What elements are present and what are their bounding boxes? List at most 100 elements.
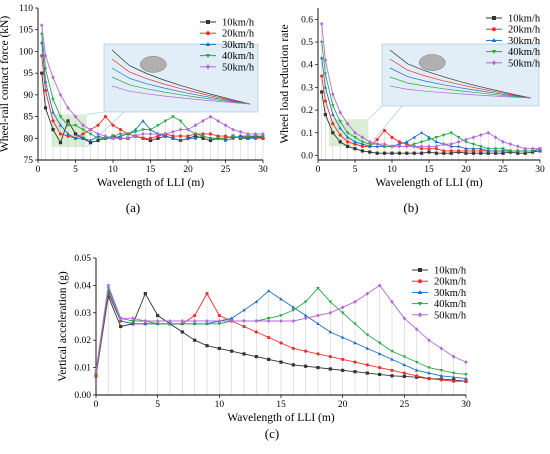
x-tick-label: 10 xyxy=(215,400,225,410)
data-point xyxy=(186,136,190,140)
legend-label: 50km/h xyxy=(222,62,255,73)
data-point xyxy=(238,134,243,138)
data-point xyxy=(397,144,402,149)
data-point xyxy=(516,151,520,155)
data-point xyxy=(279,297,283,301)
data-point xyxy=(464,140,468,144)
data-point xyxy=(383,151,387,155)
data-point xyxy=(390,349,394,354)
data-point xyxy=(216,118,220,123)
data-point xyxy=(266,318,271,324)
data-point xyxy=(58,92,63,97)
data-point xyxy=(420,151,424,155)
data-point xyxy=(171,115,175,119)
data-point xyxy=(414,368,419,372)
inset-curves xyxy=(389,49,532,99)
data-point xyxy=(501,149,505,153)
legend-marker xyxy=(491,38,497,42)
data-point xyxy=(51,97,55,102)
data-point xyxy=(73,132,78,136)
data-point xyxy=(180,318,185,324)
y-tick-label: 0.1 xyxy=(301,129,313,139)
data-point xyxy=(530,149,535,153)
data-point xyxy=(486,130,490,135)
data-point xyxy=(43,79,48,84)
data-point xyxy=(261,136,265,140)
data-point xyxy=(353,142,357,146)
data-point xyxy=(377,283,382,288)
inset-curves xyxy=(111,49,251,105)
data-point xyxy=(178,134,183,138)
data-point xyxy=(479,146,483,150)
data-point xyxy=(414,327,419,332)
data-point xyxy=(148,136,153,140)
data-point xyxy=(449,131,453,135)
chart-b: 0 5 10 15 20 25 30 0.0 0.1 0.2 0.3 0.4 0.5 0.6 Wavelen… xyxy=(279,8,545,215)
data-point xyxy=(464,360,468,365)
data-point xyxy=(464,137,468,142)
data-point xyxy=(96,131,100,137)
data-point xyxy=(479,151,483,155)
legend-marker xyxy=(492,27,496,32)
data-point xyxy=(457,149,461,153)
data-point xyxy=(345,121,350,126)
data-point xyxy=(133,130,138,134)
data-point xyxy=(365,333,370,337)
data-point xyxy=(442,151,446,155)
x-tick-label: 0 xyxy=(316,165,321,175)
data-point xyxy=(143,292,147,296)
data-point xyxy=(464,151,468,155)
data-point xyxy=(141,131,145,137)
inset-line xyxy=(389,58,532,99)
data-point xyxy=(375,142,379,147)
data-point xyxy=(328,310,333,315)
data-point xyxy=(148,131,153,137)
y-axis-label: Vertical acceleration (g) xyxy=(57,271,69,382)
zoom-connector xyxy=(368,105,403,147)
data-point xyxy=(452,379,456,383)
data-point xyxy=(141,118,145,123)
data-point xyxy=(320,74,324,78)
legend-label: 40km/h xyxy=(508,47,541,58)
data-point xyxy=(390,299,394,304)
data-point xyxy=(254,299,259,304)
data-point xyxy=(494,151,498,155)
data-point xyxy=(316,286,320,291)
legend-label: 50km/h xyxy=(434,310,467,321)
x-tick-label: 5 xyxy=(73,165,78,175)
data-point xyxy=(378,372,382,377)
inset-line xyxy=(111,85,251,105)
data-point xyxy=(493,135,498,140)
data-point xyxy=(338,120,342,124)
data-point xyxy=(434,144,439,149)
data-point xyxy=(180,322,185,326)
legend-marker xyxy=(491,50,497,54)
data-point xyxy=(427,150,431,154)
y-tick-label: 0.6 xyxy=(301,15,313,25)
y-axis-label: Wheel-rail contact force (kN) xyxy=(0,16,11,152)
data-point xyxy=(208,138,213,143)
legend-marker xyxy=(417,302,423,306)
data-point xyxy=(508,149,513,153)
data-point xyxy=(242,352,246,356)
y-tick-label: 75 xyxy=(24,156,34,166)
data-point xyxy=(390,144,394,149)
data-point xyxy=(493,149,498,153)
y-tick-label: 0.01 xyxy=(74,364,91,374)
zoom-connector xyxy=(368,105,383,120)
data-point xyxy=(229,316,234,320)
data-point xyxy=(464,379,468,383)
data-point xyxy=(323,99,327,103)
data-point xyxy=(81,123,85,128)
data-point xyxy=(88,141,93,145)
data-point xyxy=(479,149,483,153)
data-point xyxy=(242,324,246,329)
y-tick-label: 110 xyxy=(19,4,33,14)
data-point xyxy=(375,137,379,142)
data-point xyxy=(451,354,456,359)
data-point xyxy=(486,147,490,151)
data-point xyxy=(303,300,308,304)
data-point xyxy=(377,341,382,345)
data-point xyxy=(118,132,123,136)
data-point xyxy=(131,316,135,321)
